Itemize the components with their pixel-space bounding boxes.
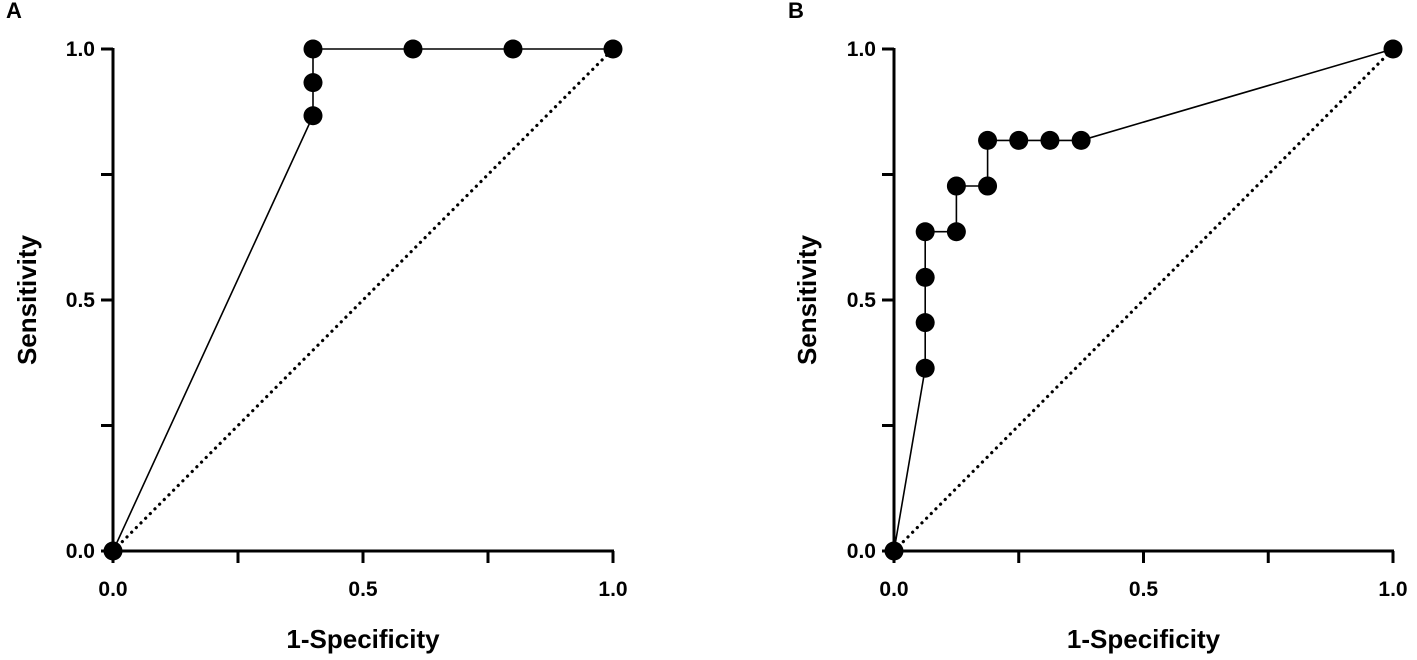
panel-b-x-tick-label: 0.0 [879, 578, 908, 601]
panel-b-y-axis-title: Sensitivity [792, 234, 822, 365]
panel-a-y-tick-label: 1.0 [66, 38, 95, 61]
panel-a-x-tick-label: 0.0 [98, 578, 127, 601]
panel-b-roc-point [946, 222, 966, 242]
panel-b-y-tick-label: 0.0 [847, 540, 876, 563]
panel-b-roc-point [915, 267, 935, 287]
panel-a-roc-point [403, 39, 423, 59]
roc-panel-a: A 0.0 0.5 1.0 0.0 0.5 1.0 1-Specificity Sensiti… [0, 0, 708, 660]
roc-chart-b: 0.0 0.5 1.0 0.0 0.5 1.0 1-Specificity Sensitivi… [792, 38, 1408, 654]
panel-b-roc-point [1071, 130, 1091, 150]
panel-a-roc-point [303, 39, 323, 59]
panel-label-a: A [6, 0, 22, 23]
panel-b-x-tick-label: 1.0 [1378, 578, 1407, 601]
panel-a-y-tick-label: 0.5 [66, 289, 96, 312]
panel-b-reference-line [892, 47, 1395, 553]
panel-b-roc-point [978, 176, 998, 196]
panel-b-roc-point [915, 358, 935, 378]
panel-a-x-tick-label: 1.0 [598, 578, 627, 601]
panel-a-x-tick-label: 0.5 [348, 578, 378, 601]
panel-a-roc-point [303, 106, 323, 126]
roc-chart-a: 0.0 0.5 1.0 0.0 0.5 1.0 1-Specificity Sensitivi… [12, 38, 628, 654]
panel-b-roc-point [915, 313, 935, 333]
panel-b-x-axis-title: 1-Specificity [1067, 624, 1221, 654]
panel-a-roc-point [603, 39, 623, 59]
panel-a-y-tick-label: 0.0 [66, 540, 95, 563]
panel-b-roc-point [915, 222, 935, 242]
panel-b-roc-point [978, 130, 998, 150]
panel-label-b: B [788, 0, 804, 23]
panel-a-roc-point [503, 39, 523, 59]
panel-a-roc-point [303, 73, 323, 93]
panel-b-y-tick-label: 0.5 [847, 289, 877, 312]
panel-a-reference-line [111, 47, 615, 553]
panel-b-x-tick-label: 0.5 [1129, 578, 1159, 601]
panel-b-roc-point [1040, 130, 1060, 150]
panel-b-y-tick-label: 1.0 [847, 38, 876, 61]
panel-a-x-axis-title: 1-Specificity [286, 624, 440, 654]
panel-b-roc-point [946, 176, 966, 196]
panel-b-roc-point [1009, 130, 1029, 150]
panel-a-y-axis-title: Sensitivity [12, 234, 42, 365]
roc-panel-b: B 0.0 0.5 1.0 0.0 0.5 1.0 1-Specificity Sensiti… [708, 0, 1417, 660]
